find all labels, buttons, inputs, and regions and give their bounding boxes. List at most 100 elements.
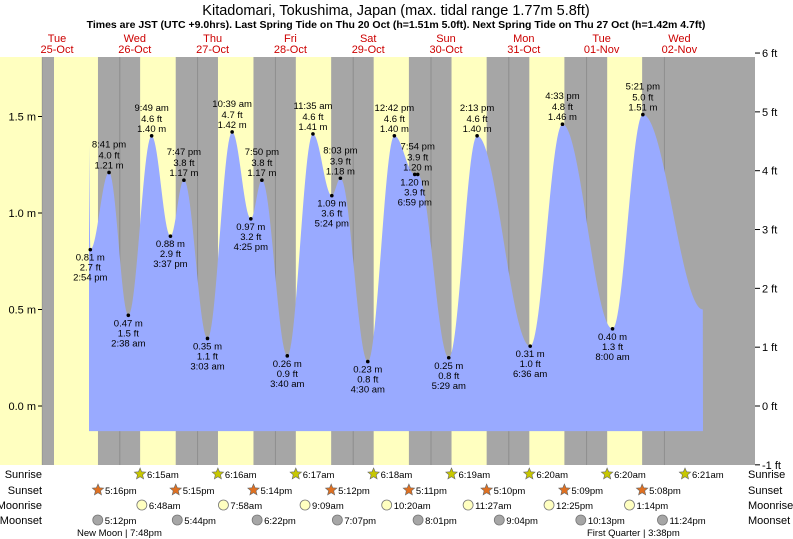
sunrise-icon <box>367 467 381 480</box>
sunset-icon <box>557 483 571 496</box>
day-date: 31-Oct <box>507 44 540 56</box>
high-tide-ft: 5.0 ft <box>632 93 653 104</box>
moon-phase-sep: | <box>122 528 130 539</box>
moonset-time: 6:22pm <box>264 516 296 527</box>
astronomy-table: Sunrise Sunrise Sunset Sunset Moonrise Moonri… <box>0 467 793 539</box>
low-tide-ft: 1.5 ft <box>118 328 139 339</box>
low-tide-ft: 0.8 ft <box>438 371 459 382</box>
sunrise-icon <box>211 467 225 480</box>
day-headers: Tue25-OctWed26-OctThu27-OctFri28-OctSat2… <box>40 33 697 56</box>
high-tide-time: 2:13 pm <box>460 103 494 114</box>
day-name: Mon <box>513 33 534 45</box>
high-tide-m: 1.17 m <box>247 168 276 179</box>
high-tide-m: 1.18 m <box>326 166 355 177</box>
tide-point <box>285 354 290 358</box>
chart-title: Kitadomari, Tokushima, Japan (max. tidal… <box>202 3 589 19</box>
moonset-time: 8:01pm <box>425 516 457 527</box>
moonrise-icon <box>543 499 555 511</box>
moonset-icon <box>171 514 183 526</box>
y-tick-label-ft: -1 ft <box>762 460 781 472</box>
low-tide-ft: 1.3 ft <box>602 342 623 353</box>
high-tide-ft: 3.9 ft <box>330 156 351 167</box>
low-tide-time: 3:40 am <box>270 379 304 390</box>
low-tide-time: 3:37 pm <box>153 259 187 270</box>
tide-point <box>230 130 234 134</box>
high-tide-m: 1.40 m <box>463 124 492 135</box>
low-tide-m: 0.35 m <box>193 341 222 352</box>
row-label-right: Moonset <box>748 515 790 527</box>
sunrise-time: 6:16am <box>225 470 257 481</box>
tide-point <box>446 355 451 360</box>
sunset-icon <box>169 483 183 496</box>
high-tide-time: 7:50 pm <box>245 147 279 158</box>
low-tide-ft: 0.9 ft <box>277 369 298 380</box>
high-tide-time: 8:41 pm <box>92 139 126 150</box>
low-tide-time: 5:24 pm <box>315 219 349 230</box>
moonrise-icon <box>136 499 148 511</box>
high-tide-ft: 4.6 ft <box>384 114 405 125</box>
tide-point <box>311 132 315 136</box>
low-tide-m: 0.81 m <box>76 253 105 264</box>
moonset-icon <box>493 514 505 526</box>
moonset-time: 5:12pm <box>105 516 137 527</box>
left-margin-band <box>0 57 42 465</box>
high-tide-ft: 4.6 ft <box>302 112 323 123</box>
high-tide-time: 12:42 pm <box>375 103 415 114</box>
high-tide-time: 4:33 pm <box>545 91 579 102</box>
low-tide-time: 6:59 pm <box>398 197 432 208</box>
moonrise-icon <box>624 499 635 511</box>
moonrise-icon <box>381 499 393 511</box>
day-name: Tue <box>48 33 67 45</box>
sunrise-icon <box>133 467 147 480</box>
tide-point <box>392 134 397 138</box>
high-tide-m: 1.20 m <box>403 162 432 173</box>
tide-point <box>260 178 264 182</box>
tide-point <box>126 313 131 318</box>
low-tide-ft: 1.0 ft <box>520 359 541 370</box>
day-name: Sat <box>360 33 377 45</box>
y-tick-label-m: 0.0 m <box>8 401 36 413</box>
moonrise-time: 6:48am <box>149 501 181 512</box>
chart-subtitle: Times are JST (UTC +9.0hrs). Last Spring… <box>87 19 706 31</box>
y-tick-label-m: 1.5 m <box>8 112 36 124</box>
moonrise-time: 10:20am <box>394 501 431 512</box>
high-tide-time: 5:21 pm <box>626 82 660 93</box>
sunset-time: 5:12pm <box>338 486 370 497</box>
moonrise-time: 11:27am <box>475 501 511 512</box>
tide-point <box>610 327 615 331</box>
day-date: 30-Oct <box>429 44 462 56</box>
low-tide-ft: 3.6 ft <box>321 209 342 220</box>
moon-phase-time: 7:48pm <box>130 528 162 539</box>
low-tide-ft: 2.7 ft <box>80 263 101 274</box>
moonset-time: 5:44pm <box>184 516 216 527</box>
low-tide-ft: 2.9 ft <box>160 249 181 260</box>
sunrise-icon <box>289 467 303 480</box>
low-tide-time: 2:54 pm <box>73 273 107 284</box>
moon-phase-name: First Quarter <box>587 528 640 539</box>
right-axis-strip <box>742 57 755 465</box>
moonrise-icon <box>218 499 229 511</box>
high-tide-time: 10:39 am <box>212 99 252 110</box>
y-tick-label-m: 0.5 m <box>8 305 36 317</box>
tide-point <box>249 216 253 221</box>
axes: 1.5 m 1.0 m 0.5 m 0.0 m 6 ft 5 ft 4 ft 3 ft 2 ft… <box>8 48 780 472</box>
low-tide-m: 0.25 m <box>434 361 463 372</box>
high-tide-time: 8:03 pm <box>323 145 357 156</box>
low-tide-time: 8:00 am <box>595 352 629 363</box>
low-tide-time: 5:29 am <box>432 381 466 392</box>
sunset-icon <box>324 483 338 496</box>
moonset-time: 11:24pm <box>669 516 705 527</box>
sunset-icon <box>402 483 416 496</box>
high-tide-m: 1.42 m <box>218 120 247 131</box>
y-tick-label-ft: 2 ft <box>762 283 777 295</box>
moon-phase-time: 3:38pm <box>648 528 680 539</box>
high-tide-ft: 3.8 ft <box>251 158 272 169</box>
row-label-left: Sunset <box>8 485 42 497</box>
moonrise-icon <box>299 499 311 511</box>
low-tide-time: 6:36 am <box>513 369 547 380</box>
low-tide-time: 2:38 am <box>111 338 145 349</box>
moonset-icon <box>657 514 668 526</box>
high-tide-m: 1.21 m <box>95 160 124 171</box>
day-name: Wed <box>668 33 690 45</box>
sunset-icon <box>91 483 105 496</box>
